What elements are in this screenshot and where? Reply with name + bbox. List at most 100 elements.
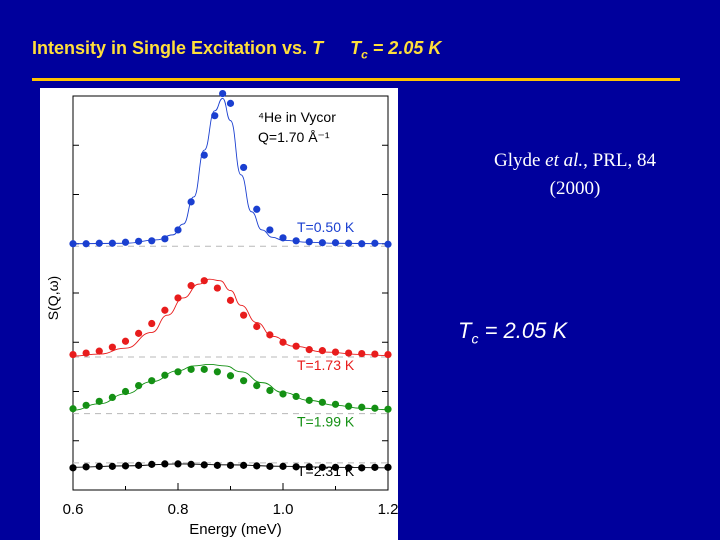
data-point: [279, 234, 287, 242]
data-point: [187, 460, 195, 468]
data-point: [174, 226, 182, 234]
data-point: [279, 338, 287, 346]
title-underline: [32, 78, 680, 81]
series-label: T=1.99 K: [297, 414, 355, 430]
data-point: [135, 381, 143, 390]
chart-figure: 0.6 0.8 1.0 1.2 Energy (meV) S(Q,ω) ⁴He in Vyc…: [40, 88, 398, 540]
data-point: [345, 239, 353, 247]
data-point: [82, 463, 90, 471]
data-point: [371, 350, 379, 358]
data-point: [305, 463, 313, 471]
data-point: [358, 349, 366, 358]
title-variable: T: [312, 38, 324, 58]
x-tick-label: 0.6: [63, 501, 84, 518]
title-tc-value: = 2.05 K: [372, 38, 442, 58]
data-point: [253, 205, 261, 213]
data-point: [305, 346, 313, 354]
data-point: [148, 319, 156, 328]
data-point: [95, 239, 103, 247]
data-point: [213, 284, 221, 292]
y-axis-label: S(Q,ω): [45, 276, 61, 320]
citation: Glyde et al., PRL, 84 (2000): [462, 147, 688, 203]
data-point: [148, 377, 156, 385]
title-tc: Tc = 2.05 K: [350, 38, 442, 62]
tc-sub: c: [471, 330, 479, 347]
data-point: [121, 238, 130, 246]
data-point: [318, 398, 326, 406]
annotation-text: Q=1.70 Å⁻¹: [258, 129, 330, 145]
citation-etal: et al.: [545, 150, 584, 171]
title-main: Intensity in Single Excitation vs.: [32, 38, 308, 58]
data-point: [358, 240, 366, 248]
data-point: [279, 390, 287, 398]
data-point: [318, 239, 326, 247]
data-point: [121, 337, 130, 345]
data-point: [371, 463, 379, 471]
data-point: [95, 347, 103, 355]
data-point: [384, 463, 392, 471]
data-point: [121, 387, 130, 396]
data-point: [135, 329, 143, 337]
chart-svg: 0.6 0.8 1.0 1.2 Energy (meV) S(Q,ω) ⁴He in Vyc…: [45, 89, 398, 538]
data-point: [266, 226, 274, 234]
data-point: [121, 462, 130, 470]
data-point: [174, 294, 182, 302]
data-point: [240, 163, 248, 172]
data-point: [226, 99, 235, 107]
citation-author: Glyde: [493, 150, 541, 171]
data-point: [161, 306, 169, 314]
fit-curve: [72, 363, 389, 411]
tc-label: Tc = 2.05 K: [458, 318, 567, 346]
tc-symbol: T: [458, 318, 472, 343]
data-point: [305, 396, 313, 404]
x-tick-label: 1.2: [378, 501, 398, 518]
data-point: [161, 371, 169, 379]
series-label: T=0.50 K: [297, 219, 355, 235]
fit-curve: [72, 278, 389, 357]
data-point: [266, 331, 274, 339]
data-point: [226, 461, 235, 469]
data-point: [358, 464, 366, 472]
data-point: [161, 460, 169, 468]
data-point: [135, 237, 143, 245]
x-tick-label: 1.0: [273, 501, 294, 518]
data-point: [279, 462, 287, 470]
data-point: [200, 151, 208, 159]
data-point: [292, 342, 300, 350]
citation-journal: , PRL, 84: [583, 150, 657, 171]
x-axis-label: Energy (meV): [189, 521, 282, 538]
data-point: [200, 277, 208, 285]
data-point: [331, 348, 340, 356]
citation-year: (2000): [549, 178, 601, 199]
data-point: [384, 405, 392, 413]
data-point: [384, 350, 392, 359]
data-point: [187, 198, 195, 206]
data-point: [345, 349, 353, 357]
data-point: [371, 404, 379, 412]
data-point: [69, 405, 77, 413]
slide-title: Intensity in Single Excitation vs. T Tc …: [32, 38, 441, 62]
data-point: [108, 393, 116, 402]
tc-value: = 2.05 K: [484, 318, 568, 343]
data-point: [240, 461, 248, 469]
data-point: [371, 239, 379, 247]
data-point: [135, 461, 143, 469]
data-point: [318, 463, 326, 471]
data-point: [108, 462, 116, 470]
data-point: [213, 461, 221, 469]
data-point: [200, 461, 208, 469]
data-point: [253, 322, 261, 331]
data-point: [161, 235, 169, 243]
data-point: [82, 401, 90, 409]
data-point: [345, 464, 353, 472]
data-point: [174, 460, 182, 468]
data-point: [266, 386, 274, 395]
data-point: [69, 350, 77, 359]
data-point: [148, 460, 156, 468]
data-point: [292, 237, 300, 245]
series-label: T=1.73 K: [297, 357, 355, 373]
x-tick-label: 0.8: [168, 501, 189, 518]
data-point: [95, 397, 103, 405]
plot-frame: [72, 95, 389, 491]
data-point: [211, 112, 219, 120]
